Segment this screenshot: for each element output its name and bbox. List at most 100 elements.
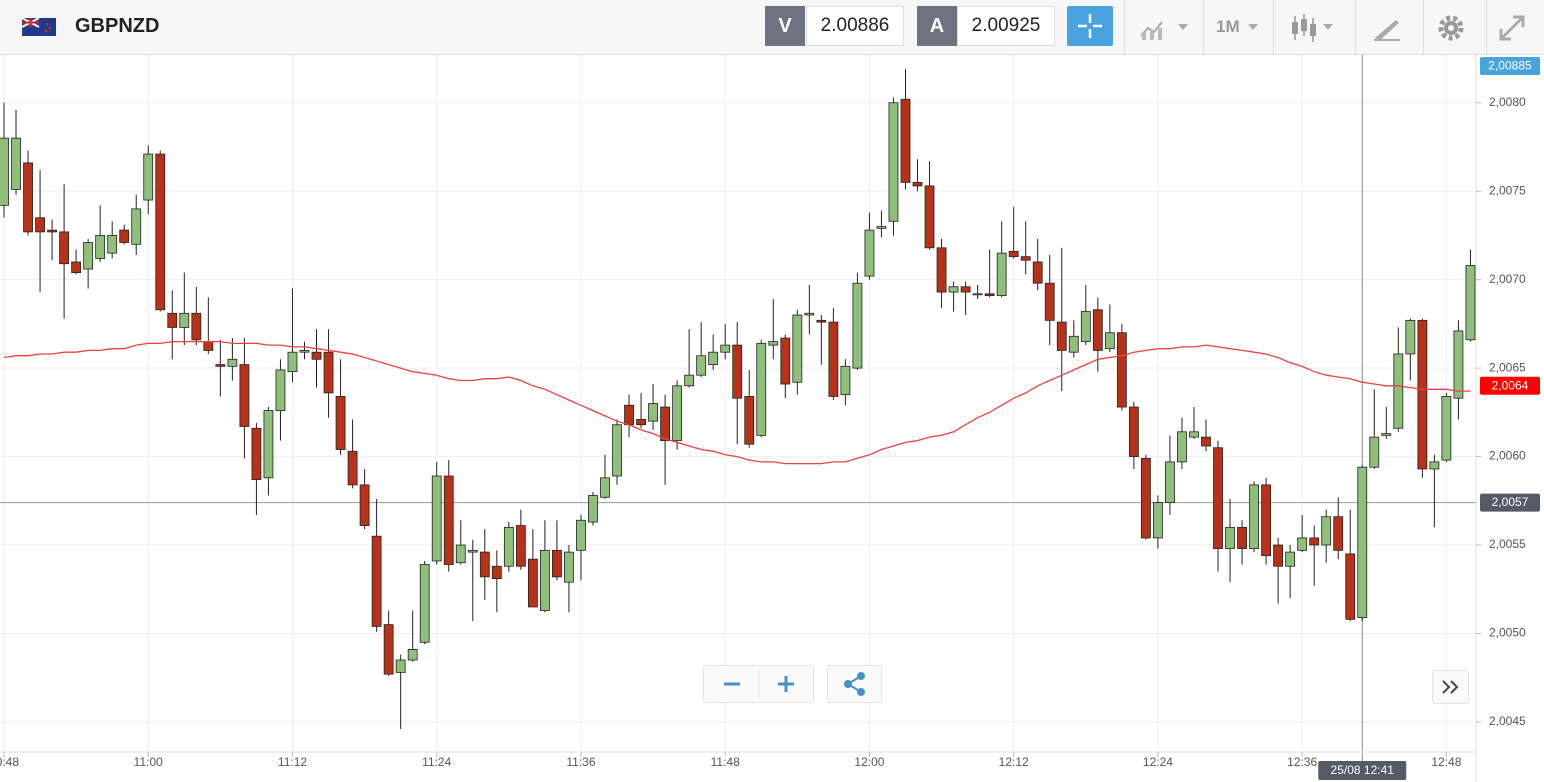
moving-average-line [3, 340, 1471, 465]
ask-label[interactable]: A [917, 6, 957, 46]
candle-body [696, 355, 707, 376]
timeframe-caret[interactable] [1246, 14, 1262, 42]
candle-body [143, 153, 154, 201]
candle-body [1056, 321, 1067, 351]
candle-body [1321, 516, 1332, 546]
ask-price[interactable]: 2.00925 [957, 6, 1055, 46]
candle-body [648, 403, 658, 422]
timeframe[interactable]: 1M [1216, 17, 1240, 36]
ma-marker-label: 2,0064 [1492, 378, 1529, 392]
candle-body [540, 549, 550, 611]
candle-body [35, 217, 45, 233]
y-tick-label: 2,0060 [1489, 449, 1526, 463]
candle-body [588, 495, 598, 523]
candle-body [1189, 431, 1199, 438]
candle-body [107, 235, 118, 254]
candle-body [311, 351, 322, 360]
candle-body [431, 475, 442, 562]
candle-body [972, 293, 983, 296]
candle-body [251, 427, 262, 480]
candle-body [1297, 537, 1308, 551]
settings-button[interactable] [1436, 13, 1466, 43]
candle-body [395, 659, 406, 673]
candle-body [1068, 335, 1079, 353]
candle-body [660, 406, 670, 442]
candle-body [1273, 544, 1284, 567]
chart-type-button[interactable] [1138, 14, 1194, 42]
crosshair-time-box [1318, 761, 1407, 780]
plot-area [0, 55, 1476, 765]
share-button[interactable] [827, 665, 882, 703]
candle-body [1080, 311, 1091, 342]
candle-body [852, 282, 863, 369]
scroll-end-button[interactable] [1432, 670, 1469, 704]
y-tick-label: 2,0070 [1489, 272, 1526, 286]
candle-style-button[interactable] [1290, 12, 1346, 44]
candle-body [1165, 461, 1175, 503]
candle-body [804, 312, 815, 316]
candle-body [1201, 436, 1211, 447]
candle-body [756, 342, 767, 436]
candle-body [1453, 330, 1464, 399]
candle-body [1153, 502, 1163, 539]
y-tick-label: 2,0065 [1489, 360, 1526, 374]
candle-body [996, 252, 1007, 296]
x-tick-label: 11:48 [711, 755, 740, 769]
fullscreen-button[interactable] [1497, 13, 1527, 43]
candle-body [840, 365, 851, 396]
candle-body [1213, 447, 1223, 549]
crosshair-button[interactable] [1067, 6, 1113, 46]
candle-body [491, 565, 502, 580]
candle-body [672, 385, 683, 442]
x-tick-label: 12:24 [1143, 755, 1173, 769]
candle-body [864, 229, 875, 277]
candle-body [23, 162, 33, 233]
candle-body [47, 229, 57, 233]
candle-body [371, 535, 382, 627]
candle-body [227, 358, 238, 367]
candle-body [948, 286, 959, 293]
candle-body [1092, 309, 1103, 351]
last-price-box [1480, 57, 1540, 75]
candle-body [239, 364, 250, 427]
candle-body [1044, 282, 1055, 321]
candle-body [624, 404, 634, 426]
candle-body [455, 544, 466, 564]
candle-body [1393, 353, 1404, 429]
candle-body [708, 351, 719, 365]
candle-body [167, 312, 178, 328]
last-price-label: 2,00885 [1488, 59, 1532, 73]
candle-body [1309, 537, 1320, 546]
separator [1486, 0, 1487, 55]
bid-price[interactable]: 2.00886 [806, 6, 904, 46]
drawing-button[interactable] [1372, 14, 1402, 42]
candle-body [732, 344, 743, 399]
candle-body [299, 350, 310, 353]
candle-body [552, 549, 562, 578]
candle-body [1104, 332, 1115, 350]
candle-body [287, 351, 298, 373]
candle-body [527, 558, 538, 608]
bid-label[interactable]: V [765, 6, 805, 46]
candle-body [924, 185, 935, 249]
candle-body [612, 424, 622, 477]
candle-body [1225, 526, 1235, 549]
crosshair-price-label: 2,0057 [1492, 495, 1529, 509]
candle-body [744, 396, 755, 445]
zoom-buttons[interactable] [704, 666, 813, 702]
x-tick-label: 10:48 [0, 755, 19, 769]
candle-body [1381, 433, 1392, 436]
x-tick-label: 12:48 [1431, 755, 1461, 769]
candle-body [1405, 319, 1416, 355]
y-tick-label: 2,0055 [1489, 537, 1526, 551]
candle-body [792, 314, 803, 383]
candle-body [936, 247, 947, 293]
candle-body [383, 624, 394, 675]
candle-body [83, 242, 94, 270]
candle-body [467, 549, 478, 553]
y-tick-label: 2,0050 [1489, 626, 1526, 640]
candle-body [984, 293, 995, 296]
separator [1203, 0, 1204, 55]
